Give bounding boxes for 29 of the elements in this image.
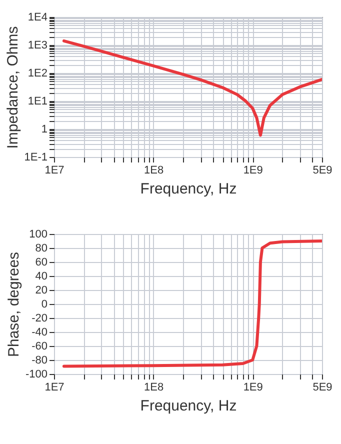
x-axis-title: Frequency, Hz	[140, 180, 237, 198]
y-tick-label: -40	[32, 326, 48, 338]
y-tick-label: 1E1	[28, 96, 48, 108]
y-axis-title: Phase, degrees	[5, 252, 22, 358]
y-tick-label: 1	[41, 124, 48, 136]
y-tick-label: 20	[35, 284, 48, 296]
x-tick-label: 1E7	[44, 382, 64, 394]
x-axis-title: Frequency, Hz	[140, 398, 237, 414]
y-tick-label: 40	[35, 270, 48, 282]
y-tick-label: 1E3	[28, 40, 48, 52]
y-axis-title: Impedance, Ohms	[4, 26, 22, 149]
x-tick-label: 1E9	[243, 164, 263, 176]
y-tick-label: 0	[41, 298, 48, 310]
x-tick-label: 1E8	[144, 164, 164, 176]
y-tick-label: 60	[35, 256, 48, 268]
y-tick-label: 1E4	[28, 12, 48, 24]
x-tick-label: 1E7	[44, 164, 64, 176]
x-tick-label: 5E9	[312, 382, 332, 394]
y-tick-label: -20	[32, 312, 48, 324]
y-tick-label: -100	[25, 368, 48, 380]
y-tick-label: -80	[32, 354, 48, 366]
y-tick-label: 1E2	[28, 68, 48, 80]
x-tick-label: 1E8	[144, 382, 164, 394]
y-tick-label: -60	[32, 340, 48, 352]
y-tick-label: 1E-1	[24, 152, 48, 164]
x-tick-label: 1E9	[243, 382, 263, 394]
x-tick-label: 5E9	[312, 164, 332, 176]
y-tick-label: 100	[29, 228, 48, 240]
y-tick-label: 80	[35, 242, 48, 254]
